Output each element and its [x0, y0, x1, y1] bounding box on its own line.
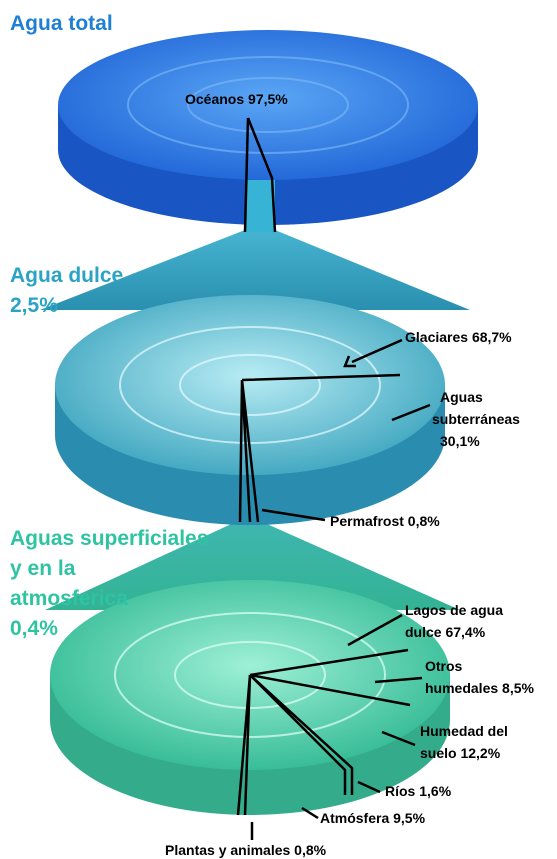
section-title: 0,4% [10, 617, 58, 640]
label: Lagos de agua [405, 602, 503, 618]
label: dulce 67,4% [405, 624, 486, 640]
section-title: atmosferica [10, 587, 128, 610]
labels: Agua total Agua dulce 2,5% Aguas superficia… [10, 12, 534, 858]
funnel [40, 230, 470, 310]
label: Humedad del [420, 723, 508, 739]
label: 30,1% [440, 433, 480, 449]
arrows [250, 338, 431, 840]
funnels [40, 230, 470, 610]
label: Otros [425, 658, 463, 674]
section-title: Agua dulce [10, 264, 123, 287]
label: Glaciares 68,7% [405, 329, 512, 345]
label: Ríos 1,6% [385, 783, 452, 799]
section-title: Agua total [10, 12, 113, 35]
label: Plantas y animales 0,8% [165, 842, 327, 858]
label: Atmósfera 9,5% [320, 810, 426, 826]
section-title: y en la [10, 557, 76, 580]
section-title: 2,5% [10, 294, 58, 317]
disk-superficiales [50, 580, 450, 816]
label: subterráneas [432, 411, 520, 427]
disk-dulce [55, 295, 445, 525]
label: Permafrost 0,8% [330, 513, 440, 529]
label: suelo 12,2% [420, 745, 501, 761]
section-title: Aguas superficiales [10, 527, 208, 550]
label: Aguas [440, 389, 483, 405]
label: Océanos 97,5% [185, 91, 288, 107]
funnel [45, 520, 460, 610]
label: humedales 8,5% [425, 680, 534, 696]
disk-total [58, 30, 478, 233]
